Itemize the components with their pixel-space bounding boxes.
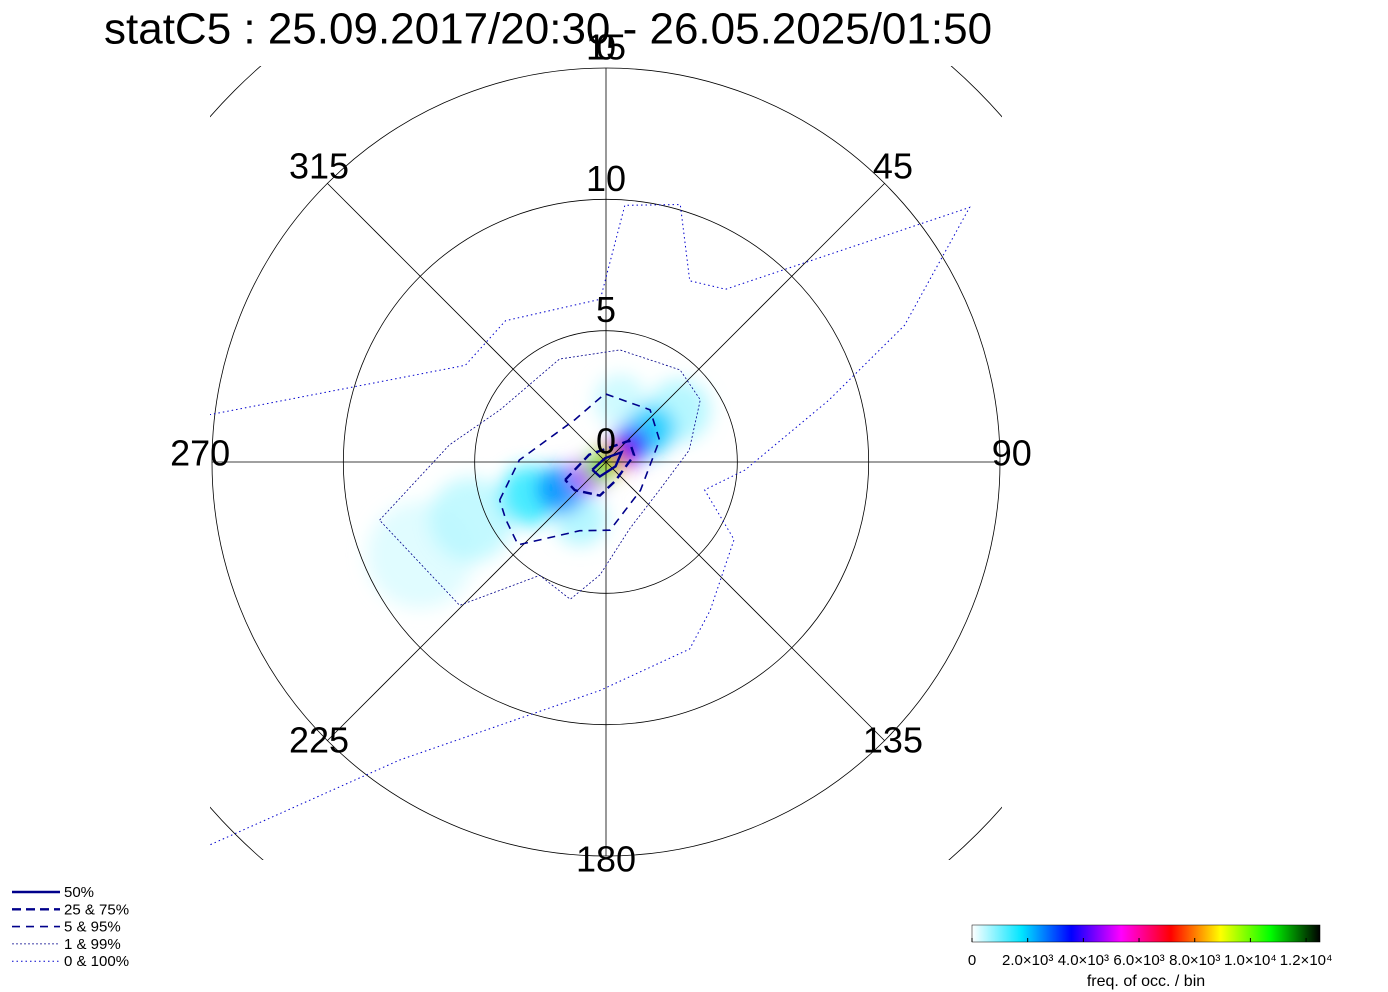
density-cell <box>428 477 513 562</box>
colorbar-gradient <box>971 924 1321 943</box>
angle-tick-label: 270 <box>170 433 230 474</box>
colorbar-tick-label: 4.0×10³ <box>1058 952 1109 969</box>
angle-spoke <box>605 461 885 741</box>
angle-spoke <box>605 183 885 463</box>
angle-tick-label: 180 <box>576 838 636 879</box>
radial-tick-label: 15 <box>586 27 626 68</box>
colorbar-tick-label: 8.0×10³ <box>1169 952 1220 969</box>
colorbar: 0 2.0×10³ 4.0×10³ 6.0×10³ 8.0×10³ 1.0×10⁴ 1.2×… <box>968 924 1333 990</box>
legend: 50%25 & 75%5 & 95%1 & 99%0 & 100% <box>12 884 129 970</box>
angle-tick-label: 45 <box>873 146 913 187</box>
legend-label: 0 & 100% <box>64 953 129 970</box>
angle-spoke <box>327 461 607 741</box>
colorbar-tick-label: 0 <box>968 952 976 969</box>
angle-tick-label: 135 <box>863 719 923 760</box>
polar-axes <box>210 66 1002 860</box>
density-cell <box>584 451 616 483</box>
angle-tick-label: 225 <box>289 719 349 760</box>
legend-label: 25 & 75% <box>64 901 129 918</box>
contour-layer <box>210 204 971 846</box>
colorbar-tick-label: 1.2×10⁴ <box>1280 952 1333 969</box>
legend-label: 50% <box>64 884 94 901</box>
colorbar-tick-label: 2.0×10³ <box>1002 952 1053 969</box>
angle-tick-label: 315 <box>289 146 349 187</box>
contour-line <box>210 204 971 846</box>
radial-tick-label: 5 <box>596 289 616 330</box>
colorbar-tick-label: 6.0×10³ <box>1113 952 1164 969</box>
colorbar-label: freq. of occ. / bin <box>1087 973 1205 990</box>
contour-line <box>498 392 661 546</box>
radial-tick-label: 0 <box>596 421 616 462</box>
radial-tick-label: 10 <box>586 158 626 199</box>
angle-spoke <box>327 183 607 463</box>
angle-tick-label: 0 <box>596 27 616 68</box>
angle-tick-label: 90 <box>992 433 1032 474</box>
density-layer <box>366 374 711 609</box>
colorbar-tick-label: 1.0×10⁴ <box>1224 952 1277 969</box>
legend-label: 1 & 99% <box>64 936 121 953</box>
contour-line <box>379 349 701 606</box>
contour-line <box>591 450 624 479</box>
legend-label: 5 & 95% <box>64 919 121 936</box>
chart-title: statC5 : 25.09.2017/20:30 - 26.05.2025/0… <box>104 5 992 54</box>
